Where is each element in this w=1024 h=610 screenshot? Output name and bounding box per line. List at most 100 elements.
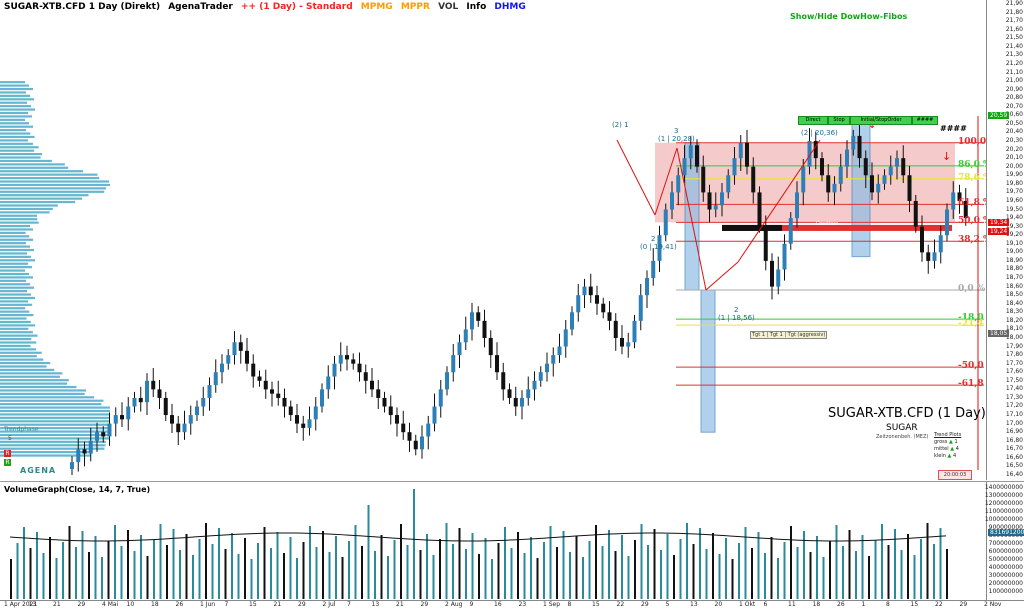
- price-axis-tick: 21,20: [1005, 59, 1023, 67]
- candle-body: [370, 380, 374, 390]
- header-info[interactable]: Info: [466, 2, 487, 12]
- fib-level-label: -21,4 %: [958, 319, 996, 330]
- volume-profile-bar: [0, 337, 32, 341]
- candle-body: [720, 192, 724, 206]
- wave-label: 3: [674, 127, 679, 135]
- volume-profile-bar: [0, 454, 91, 457]
- header-vol[interactable]: VOL: [438, 2, 459, 12]
- price-axis-tag: 19,34: [988, 219, 1010, 227]
- price-axis-tick: 17,60: [1005, 368, 1023, 376]
- price-axis[interactable]: 21,90 21,80 21,70 21,60 21,50 21,40 21,30 21,20…: [986, 0, 1024, 480]
- date-axis-tick: 18: [812, 601, 821, 608]
- date-axis[interactable]: 1 Apr 2021 13 21 29 4 Mai 10 18 26 1 Jun 7 15 21 29 2…: [0, 600, 1024, 610]
- price-axis-tick: 19,50: [1005, 205, 1023, 213]
- date-axis-tick: 5: [665, 601, 670, 608]
- candle-body: [788, 218, 793, 244]
- volume-bar: [192, 555, 194, 599]
- direct-button[interactable]: Direct: [798, 116, 828, 125]
- stop-button[interactable]: Stop: [828, 116, 850, 125]
- candle-body: [495, 355, 499, 373]
- candle-body: [213, 372, 218, 386]
- volume-bar: [887, 545, 890, 599]
- toggle-dowhow-fibos-link[interactable]: Show/Hide DowHow-Fibos: [790, 12, 908, 21]
- volume-profile-bar: [0, 235, 30, 238]
- candle-body: [595, 295, 599, 304]
- candle-body: [745, 142, 749, 167]
- candle-body: [363, 372, 368, 381]
- price-axis-tick: 17,30: [1005, 393, 1023, 401]
- initial-stop-order-button[interactable]: Initial/StopOrder: [850, 116, 912, 125]
- candle-body: [813, 141, 818, 159]
- candle-body: [913, 200, 918, 227]
- candle-body: [113, 415, 118, 424]
- price-chart-svg[interactable]: ↓↓: [0, 0, 986, 480]
- volume-axis-tick: 1100000000: [984, 508, 1023, 515]
- header-mppr[interactable]: MPPR: [400, 2, 430, 12]
- volume-profile-bar: [0, 153, 43, 156]
- volume-profile-bar: [0, 307, 26, 310]
- candle-body: [951, 192, 956, 210]
- candle-body: [738, 142, 743, 159]
- price-axis-tick: 19,20: [1005, 231, 1023, 239]
- date-axis-tick: 26: [175, 601, 184, 608]
- candle-body: [576, 295, 581, 313]
- candle-body: [132, 397, 137, 407]
- volume-bar: [731, 559, 734, 599]
- volume-chart-svg[interactable]: [0, 482, 986, 601]
- header-dhmg[interactable]: DHMG: [494, 2, 526, 12]
- volume-panel[interactable]: VolumeGraph(Close, 14, 7, True): [0, 481, 986, 601]
- date-axis-tick: 8: [886, 601, 890, 608]
- volume-profile-bar: [0, 111, 29, 115]
- volume-profile-bar: [0, 207, 53, 211]
- candle-body: [126, 406, 131, 420]
- volume-profile-bar: [0, 433, 110, 437]
- volume-profile-bar: [0, 132, 31, 135]
- candle-body: [470, 312, 474, 330]
- candle-body: [145, 380, 149, 403]
- hash-button[interactable]: ####: [912, 116, 938, 125]
- trendphase-r2-icon: R: [4, 459, 11, 466]
- price-axis-tick: 20,50: [1005, 119, 1023, 127]
- price-axis-tick: 16,80: [1005, 436, 1023, 444]
- price-chart-panel[interactable]: ↓ ↓ SUGAR-XTB.CFD 1 Day (Direkt) AgenaTra…: [0, 0, 998, 480]
- volume-bar: [601, 546, 604, 599]
- candle-body: [307, 419, 312, 428]
- volume-bar: [835, 525, 838, 599]
- candle-body: [176, 423, 181, 433]
- candle-body: [638, 295, 643, 321]
- volume-profile-bar: [0, 293, 32, 296]
- date-axis-tick: 22: [616, 601, 625, 608]
- volume-profile-bar: [0, 255, 32, 258]
- header-mpmg[interactable]: MPMG: [360, 2, 393, 12]
- watermark-title: SUGAR-XTB.CFD (1 Day): [828, 406, 986, 421]
- candle-body: [501, 372, 506, 390]
- candle-body: [445, 372, 449, 390]
- candle-body: [232, 342, 237, 356]
- price-axis-tick: 21,00: [1005, 77, 1023, 85]
- price-axis-tick: 16,60: [1005, 453, 1023, 461]
- candle-body: [407, 432, 412, 441]
- candle-body: [651, 260, 656, 279]
- volume-profile-bar: [0, 156, 41, 159]
- volume-bar: [575, 536, 578, 599]
- price-axis-tick: 21,80: [1005, 8, 1023, 16]
- volume-bar: [920, 539, 922, 599]
- volume-axis[interactable]: 1400000000 1300000000 1200000000 1100000000…: [984, 481, 1024, 601]
- volume-bar: [49, 537, 51, 599]
- price-axis-tick: 19,90: [1005, 171, 1023, 179]
- price-axis-tick: 19,80: [1005, 179, 1023, 187]
- volume-bar: [374, 551, 376, 599]
- volume-profile-bar: [0, 238, 34, 241]
- down-arrow-icon: ↓: [868, 120, 876, 131]
- volume-bar: [549, 526, 552, 599]
- candle-body: [663, 209, 668, 236]
- price-axis-tick: 18,00: [1005, 333, 1023, 341]
- candle-body: [763, 226, 768, 261]
- candle-body: [82, 449, 87, 454]
- price-axis-tick: 18,10: [1005, 325, 1023, 333]
- volume-bar: [861, 535, 864, 599]
- volume-profile-bar: [0, 399, 104, 402]
- volume-profile-bar: [0, 84, 29, 87]
- volume-profile-bar: [0, 290, 28, 293]
- candle-body: [88, 440, 93, 454]
